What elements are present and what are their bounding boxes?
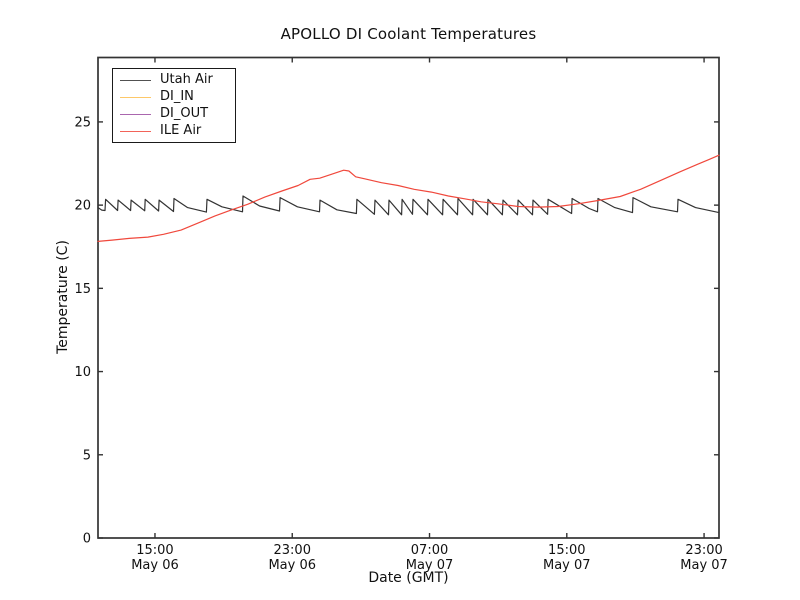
- legend-line-sample-ile-air: [120, 130, 151, 132]
- legend-item-di-out: DI_OUT: [120, 106, 235, 122]
- x-axis-label: Date (GMT): [368, 570, 449, 586]
- legend-label: DI_IN: [160, 89, 194, 104]
- y-tick-label: 10: [74, 365, 91, 380]
- axes-spines: [97, 56, 720, 539]
- legend-line-sample-di-in: [120, 96, 151, 98]
- y-tick-label: 20: [74, 199, 91, 214]
- legend: Utah Air DI_IN DI_OUT ILE Air: [112, 68, 236, 143]
- legend-line-sample-di-out: [120, 113, 151, 115]
- y-tick-label: 5: [83, 448, 91, 463]
- legend-item-ile-air: ILE Air: [120, 123, 235, 139]
- x-tick-label-time: 15:00: [136, 543, 173, 558]
- legend-line-sample-utah-air: [120, 79, 151, 81]
- y-tick-label: 0: [83, 532, 91, 547]
- y-axis-label: Temperature (C): [55, 240, 71, 354]
- y-tick-label: 15: [74, 282, 91, 297]
- x-tick-label-date: May 06: [268, 558, 316, 573]
- legend-label: DI_OUT: [160, 106, 209, 121]
- legend-item-utah-air: Utah Air: [120, 72, 235, 88]
- x-tick-label-date: May 07: [406, 558, 454, 573]
- x-tick-label-time: 23:00: [685, 543, 722, 558]
- x-tick-label-time: 07:00: [411, 543, 448, 558]
- chart-title: APOLLO DI Coolant Temperatures: [280, 25, 537, 43]
- x-tick-label-time: 23:00: [274, 543, 311, 558]
- series-line-ile-air: [97, 154, 720, 242]
- x-tick-label-date: May 07: [680, 558, 728, 573]
- y-tick-label: 25: [74, 115, 91, 130]
- legend-label: Utah Air: [160, 72, 213, 87]
- legend-label: ILE Air: [160, 123, 202, 138]
- x-tick-label-date: May 07: [543, 558, 591, 573]
- x-tick-label-date: May 06: [131, 558, 179, 573]
- x-tick-label-time: 15:00: [548, 543, 585, 558]
- series-line-utah-air: [97, 195, 720, 216]
- legend-item-di-in: DI_IN: [120, 89, 235, 105]
